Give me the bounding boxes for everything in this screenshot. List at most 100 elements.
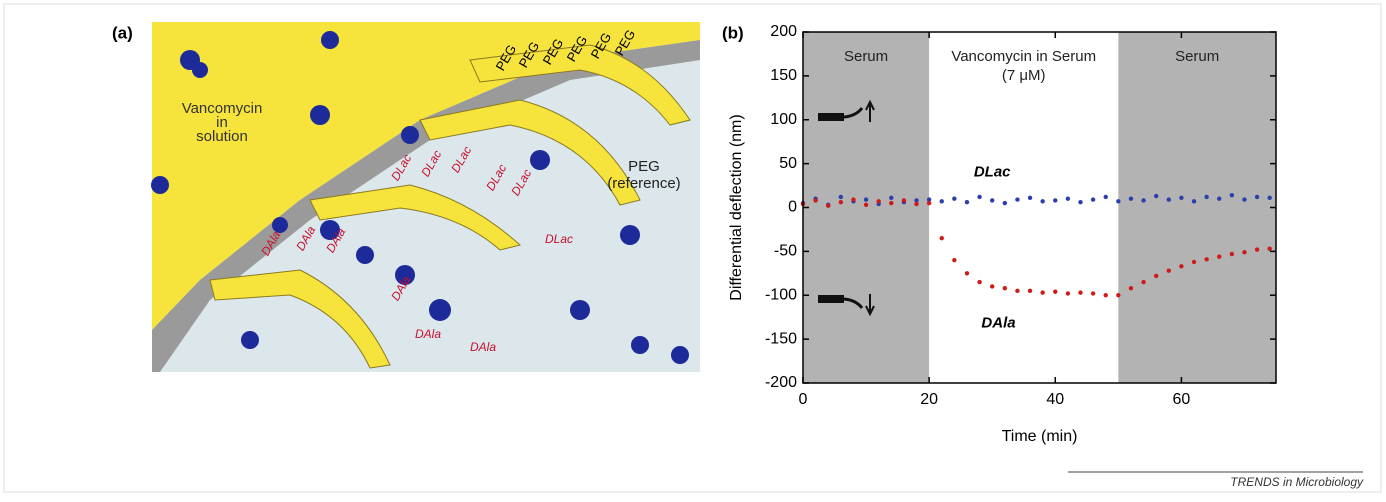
data-point: [1267, 246, 1272, 251]
y-tick-label: 200: [770, 23, 797, 40]
data-point: [1103, 194, 1108, 200]
data-point: [952, 257, 957, 263]
cantilever: [209, 269, 391, 369]
data-point: [1078, 290, 1083, 295]
data-point: [838, 194, 844, 200]
series-label: DLac: [974, 163, 1011, 180]
y-tick-label: -150: [765, 330, 797, 347]
solution-text: Vancomycin: [182, 100, 263, 117]
x-axis-label: Time (min): [1002, 428, 1078, 445]
data-point: [1002, 286, 1008, 291]
dala-label: DAla: [415, 327, 441, 341]
data-point: [889, 200, 894, 206]
footer: TRENDS in Microbiology: [1230, 475, 1364, 489]
data-point: [1153, 193, 1159, 199]
data-point: [876, 199, 881, 204]
data-point: [1217, 254, 1222, 259]
data-point: [914, 201, 919, 207]
data-point: [1141, 198, 1146, 203]
data-point: [1254, 247, 1260, 252]
data-point: [1191, 199, 1197, 204]
data-point: [939, 199, 944, 204]
x-tick-label: 0: [799, 391, 808, 408]
data-point: [1015, 288, 1020, 294]
data-point: [914, 198, 919, 203]
data-point: [990, 284, 995, 289]
data-point: [964, 271, 970, 276]
data-point: [1116, 293, 1121, 298]
data-point: [863, 202, 869, 208]
data-point: [1153, 273, 1159, 279]
data-point: [1217, 196, 1222, 201]
region: [929, 32, 1119, 383]
data-point: [1116, 199, 1121, 204]
panel-label: (a): [112, 23, 133, 42]
data-point: [990, 198, 995, 203]
data-point: [977, 194, 982, 200]
data-point: [1242, 250, 1247, 255]
vancomycin-molecules: [151, 31, 689, 364]
data-point: [1229, 193, 1235, 198]
cantilever: [469, 44, 691, 126]
x-tick-label: 20: [920, 391, 938, 408]
data-point: [1204, 257, 1209, 262]
data-point: [939, 236, 944, 241]
data-point: [1027, 288, 1033, 294]
data-point: [1015, 197, 1020, 202]
data-point: [1204, 194, 1209, 200]
region: [1118, 32, 1276, 383]
y-tick-label: 150: [770, 67, 797, 84]
y-tick-label: 100: [770, 111, 797, 128]
data-point: [863, 197, 869, 202]
panel-a: (a)VancomycininsolutionPEG(reference)PEG…: [112, 22, 700, 372]
y-axis-label: Differential deflection (nm): [728, 114, 745, 300]
data-point: [1179, 195, 1184, 201]
data-point: [1103, 293, 1108, 298]
y-tick-label: -200: [765, 374, 797, 391]
data-point: [964, 200, 970, 205]
data-point: [889, 195, 894, 201]
panel-b: (b) Serum Vancomycin in Serum (7 μM) Serum DL…: [722, 23, 1277, 445]
reference-text: PEG: [628, 158, 660, 175]
dala-label: DAla: [470, 340, 496, 354]
data-point: [1179, 264, 1184, 269]
data-point: [1166, 197, 1171, 202]
data-point: [1065, 291, 1071, 296]
data-point: [1090, 197, 1096, 202]
y-tick-label: 50: [779, 155, 797, 172]
data-point: [952, 196, 957, 201]
data-point: [1053, 289, 1058, 294]
region-label: Serum: [844, 48, 888, 65]
cantilever: [419, 99, 641, 206]
solution-text: in: [216, 114, 228, 131]
region: [803, 32, 930, 383]
data-point: [1141, 279, 1146, 285]
data-point: [851, 197, 856, 202]
data-point: [926, 197, 932, 202]
data-point: [838, 200, 844, 205]
data-point: [1128, 196, 1134, 201]
y-tick-label: -50: [774, 243, 797, 260]
data-point: [1002, 200, 1008, 206]
data-point: [1040, 290, 1045, 295]
data-point: [1128, 286, 1134, 291]
reference-text: (reference): [607, 175, 680, 192]
up-deflection-icon: [818, 99, 875, 122]
data-point: [1053, 198, 1058, 203]
x-tick-label: 40: [1046, 391, 1064, 408]
region-sublabel: (7 μM): [1002, 67, 1046, 84]
data-point: [977, 279, 982, 285]
data-point: [1027, 195, 1033, 201]
region-label: Serum: [1175, 48, 1219, 65]
y-tick-label: 0: [788, 199, 797, 216]
data-point: [1040, 199, 1045, 204]
panel-label: (b): [722, 23, 744, 42]
data-point: [1166, 268, 1171, 273]
cantilever: [309, 184, 522, 251]
data-point: [826, 203, 831, 208]
data-point: [1065, 196, 1071, 201]
substrate: [152, 22, 700, 330]
data-point: [1191, 259, 1197, 265]
data-point: [926, 200, 932, 206]
